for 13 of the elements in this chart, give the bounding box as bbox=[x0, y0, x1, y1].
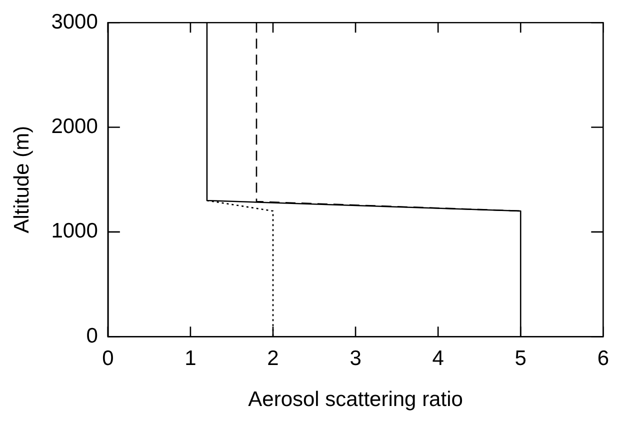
x-tick-label: 6 bbox=[597, 346, 610, 370]
y-axis-title: Altitude (m) bbox=[10, 126, 34, 234]
x-tick-label: 0 bbox=[102, 346, 114, 370]
y-tick-label: 3000 bbox=[51, 10, 98, 34]
y-tick-label: 2000 bbox=[51, 115, 98, 138]
y-tick-label: 0 bbox=[86, 324, 98, 348]
x-tick-label: 3 bbox=[350, 346, 362, 370]
x-tick-label: 4 bbox=[432, 346, 444, 370]
x-tick-label: 2 bbox=[267, 346, 279, 370]
x-tick-label: 5 bbox=[514, 346, 526, 370]
x-axis-title: Aerosol scattering ratio bbox=[248, 388, 463, 412]
y-tick-label: 1000 bbox=[51, 220, 98, 243]
x-tick-label: 1 bbox=[184, 346, 196, 370]
